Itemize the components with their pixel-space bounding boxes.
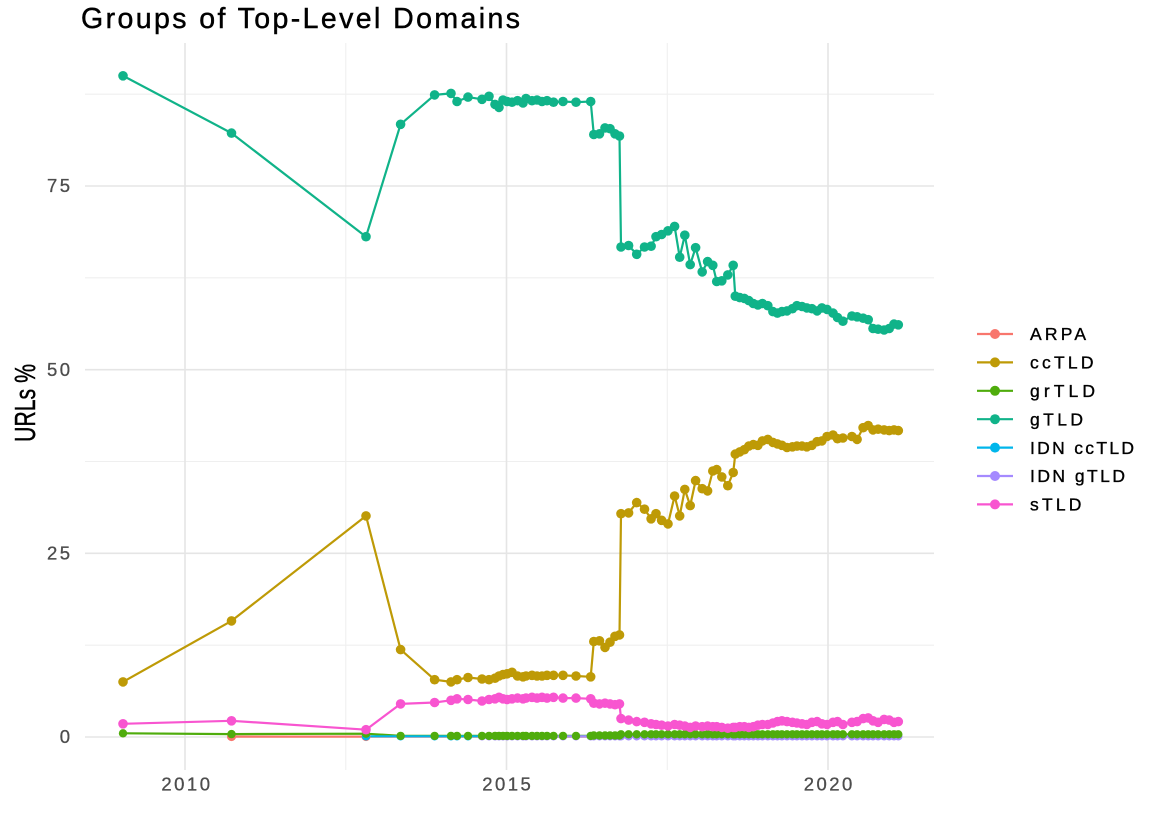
svg-text:IDN ccTLD: IDN ccTLD [1030, 438, 1134, 458]
svg-text:URLs %: URLs % [10, 364, 42, 442]
svg-text:IDN gTLD: IDN gTLD [1030, 466, 1125, 486]
svg-text:0: 0 [60, 726, 70, 747]
svg-text:gTLD: gTLD [1030, 409, 1083, 429]
svg-text:sTLD: sTLD [1030, 495, 1081, 515]
